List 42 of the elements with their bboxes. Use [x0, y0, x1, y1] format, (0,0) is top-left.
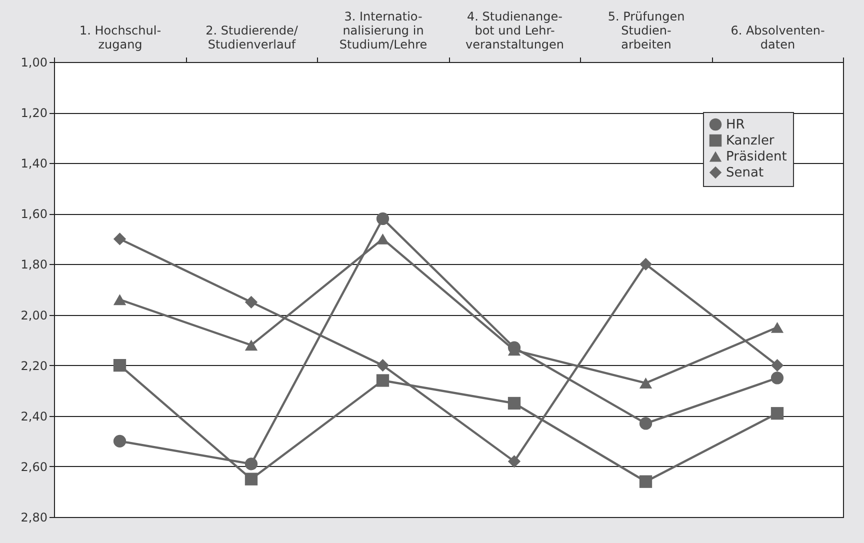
x-tick-label: 6. Absolventen- daten — [730, 24, 825, 52]
legend-label: HR — [726, 118, 745, 132]
point — [770, 372, 784, 384]
point — [113, 294, 126, 306]
y-tick-label: 2,40 — [20, 409, 48, 424]
x-tick-label: 3. Internatio- nalisierung in Studium/Lehre — [339, 10, 428, 52]
y-tick-label: 2,20 — [20, 358, 48, 373]
legend-label: Senat — [726, 166, 764, 180]
x-tick-label: 4. Studienange- bot und Lehr- veranstaltungen — [465, 10, 564, 52]
point — [244, 340, 258, 351]
point — [508, 455, 521, 468]
x-tick-label: 2. Studierende/ Studienverlauf — [206, 24, 299, 52]
point — [770, 359, 784, 372]
point — [376, 359, 390, 372]
x-tick-label: 5. Prüfungen Studien- arbeiten — [608, 10, 685, 52]
y-tick-label: 1,60 — [20, 207, 48, 222]
y-tick-label: 2,60 — [20, 460, 48, 474]
point — [376, 212, 390, 226]
y-tick-label: 1,80 — [20, 258, 48, 272]
point — [113, 359, 126, 372]
legend-label: Präsident — [726, 150, 787, 164]
y-tick-label: 2,80 — [20, 510, 48, 524]
y-tick-label: 1,00 — [20, 56, 48, 70]
point — [639, 258, 652, 271]
point — [639, 378, 652, 389]
y-tick-label: 1,40 — [20, 156, 48, 171]
point — [113, 232, 126, 246]
point — [770, 322, 784, 333]
y-tick-label: 1,20 — [20, 106, 48, 120]
point — [244, 472, 258, 486]
point — [508, 396, 521, 410]
point — [639, 417, 652, 430]
point — [770, 407, 784, 420]
y-tick-label: 2,00 — [20, 308, 48, 322]
legend-label: Kanzler — [726, 134, 775, 148]
point — [376, 233, 390, 244]
point — [113, 434, 126, 448]
point — [244, 458, 258, 470]
point — [376, 374, 390, 387]
x-tick-label: 1. Hochschul- zugang — [79, 24, 162, 52]
point — [639, 475, 652, 488]
point — [244, 296, 258, 308]
